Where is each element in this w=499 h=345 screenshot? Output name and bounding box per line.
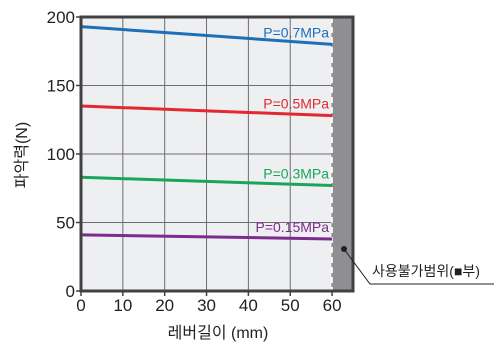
y-tick-label-100: 100 [47, 145, 75, 164]
x-tick-label-60: 60 [323, 296, 342, 315]
y-tick-label-50: 50 [56, 214, 75, 233]
y-axis-label: 파악력(N) [13, 122, 31, 188]
y-tick-label-150: 150 [47, 77, 75, 96]
annotation-group: 사용불가범위(■부) [341, 246, 494, 285]
x-tick-label-30: 30 [197, 296, 216, 315]
series-p-0-5mpa-label: P=0.5MPa [263, 96, 329, 112]
x-tick-label-0: 0 [76, 296, 85, 315]
series-p-0-3mpa-line [80, 175, 333, 188]
x-axis-label: 레버길이 (mm) [168, 324, 269, 342]
series-p-0-15mpa-line [80, 233, 333, 241]
series-p-0-5mpa-line [80, 104, 333, 118]
unusable-region [331, 17, 353, 291]
series-p-0-3mpa-label: P=0.3MPa [263, 166, 329, 182]
x-tick-label-20: 20 [155, 296, 174, 315]
x-tick-label-10: 10 [113, 296, 132, 315]
series-group: P=0.7MPa P=0.5MPa P=0.3MPa P=0.15MPa [80, 24, 333, 241]
x-tick-label-40: 40 [239, 296, 258, 315]
grid [81, 17, 353, 291]
x-tick-label-50: 50 [281, 296, 300, 315]
unusable-region-fill [332, 17, 353, 291]
series-p-0-15mpa-label: P=0.15MPa [256, 219, 330, 235]
series-p-0-7mpa-label: P=0.7MPa [263, 24, 329, 40]
tick-labels: 0 10 20 30 40 50 60 0 50 100 150 200 [47, 8, 342, 315]
y-tick-label-0: 0 [66, 282, 75, 301]
annotation-leader-line [343, 248, 494, 285]
annotation-text: 사용불가범위(■부) [372, 263, 480, 279]
y-tick-label-200: 200 [47, 8, 75, 27]
series-p-0-7mpa-line [80, 25, 333, 46]
